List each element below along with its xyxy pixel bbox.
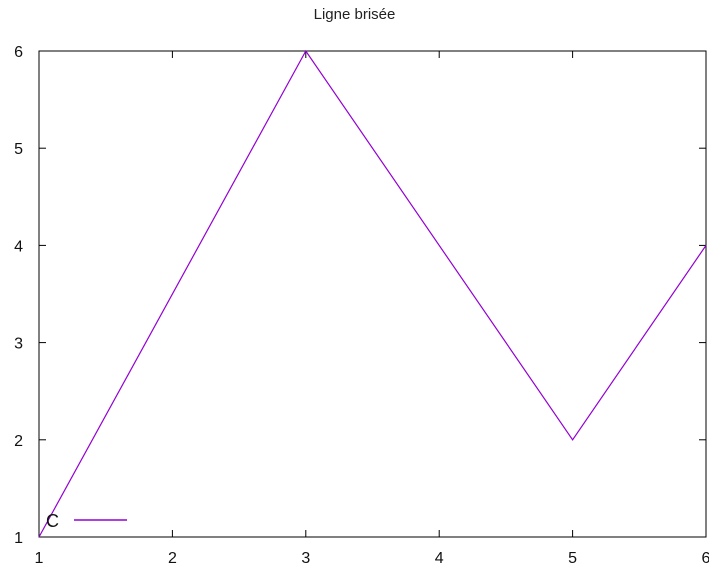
x-tick-label: 3 [301, 550, 310, 567]
y-tick-label: 1 [14, 530, 23, 547]
x-tick-label: 4 [435, 550, 444, 567]
x-tick-label: 5 [568, 550, 577, 567]
y-tick-label: 6 [14, 44, 23, 61]
y-tick-label: 3 [14, 336, 23, 353]
x-tick-label: 1 [35, 550, 44, 567]
x-tick-label: 2 [168, 550, 177, 567]
y-tick-label: 5 [14, 141, 23, 158]
series-line [38, 49, 707, 538]
chart-title: Ligne brisée [313, 6, 396, 23]
plot-frame [38, 50, 707, 538]
axis-ticks [38, 50, 707, 538]
series-lines [38, 49, 707, 538]
y-tick-label: 2 [14, 433, 23, 450]
legend-label: C [46, 511, 59, 531]
x-tick-label: 6 [702, 550, 709, 567]
axis-tick-labels: 1 2 3 4 5 6 1 2 3 4 5 6 [14, 44, 709, 567]
y-tick-label: 4 [14, 238, 23, 255]
legend: C [46, 511, 127, 531]
